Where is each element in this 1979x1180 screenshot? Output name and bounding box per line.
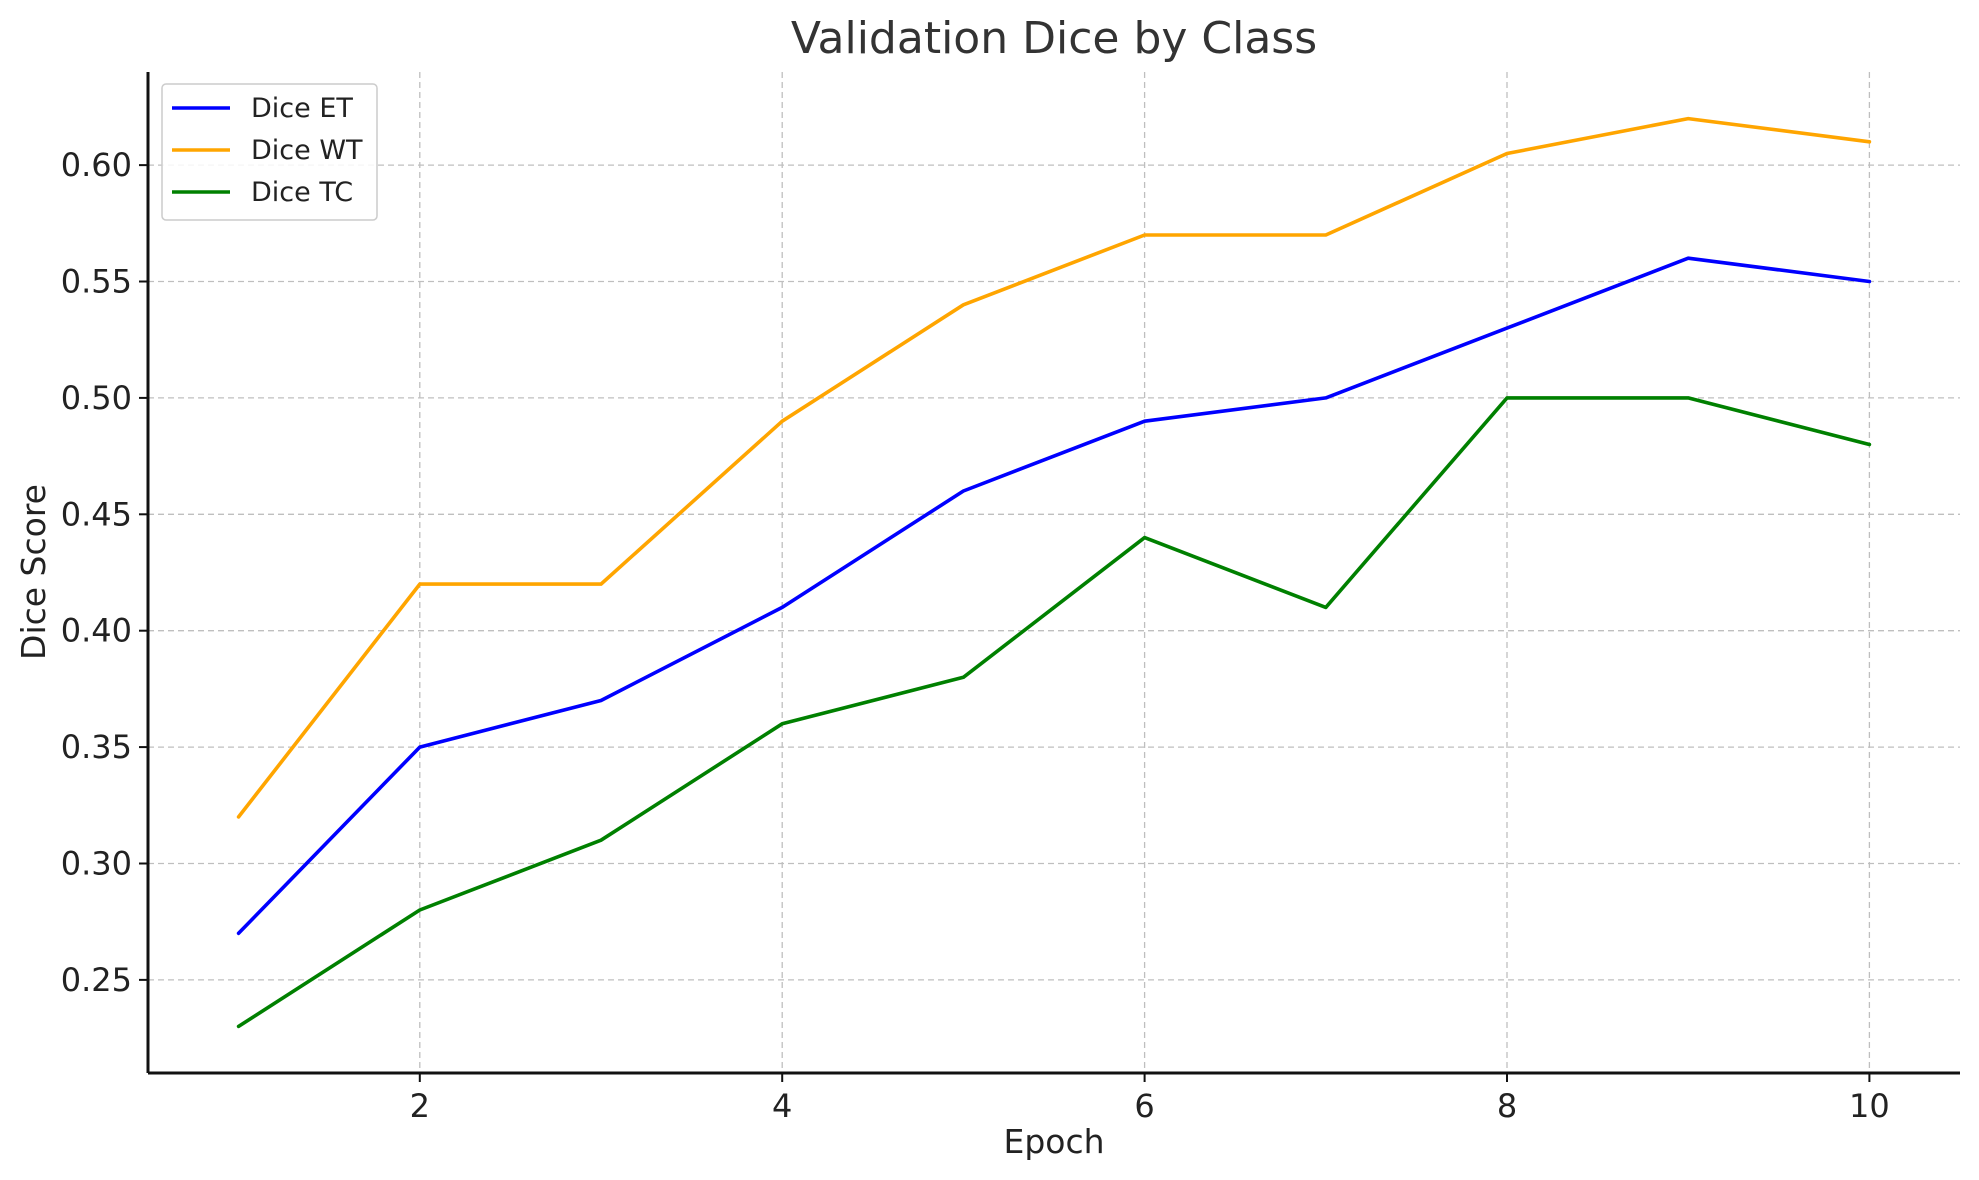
y-tick-label: 0.40 [61,612,132,650]
grid-lines [148,72,1960,1073]
x-tick-label: 10 [1849,1087,1890,1125]
legend: Dice ET Dice WT Dice TC [161,83,378,221]
series-line-dice-tc [236,396,1872,1029]
x-axis-title: Epoch [1003,1122,1104,1161]
series-line-dice-wt [236,116,1872,819]
series-line-dice-et [236,256,1872,936]
y-ticks: 0.25 0.30 0.35 0.40 0.45 0.50 0.55 0.60 [61,146,148,999]
legend-label-dice-tc: Dice TC [251,177,353,208]
y-tick-label: 0.50 [61,379,132,417]
series-lines [236,116,1872,1029]
legend-label-dice-et: Dice ET [251,93,353,124]
axes [146,72,1960,1075]
y-tick-label: 0.25 [61,961,132,999]
chart-title: Validation Dice by Class [791,13,1317,64]
x-ticks: 2 4 6 8 10 [410,1073,1890,1125]
x-tick-label: 6 [1134,1087,1154,1125]
y-tick-label: 0.30 [61,844,132,882]
legend-box [161,83,378,221]
y-tick-label: 0.60 [61,146,132,184]
y-axis-title: Dice Score [14,484,53,660]
legend-label-dice-wt: Dice WT [251,135,363,166]
x-tick-label: 2 [410,1087,430,1125]
y-tick-label: 0.35 [61,728,132,766]
x-tick-label: 4 [772,1087,792,1125]
x-tick-label: 8 [1497,1087,1517,1125]
y-tick-label: 0.45 [61,495,132,533]
y-tick-label: 0.55 [61,263,132,301]
